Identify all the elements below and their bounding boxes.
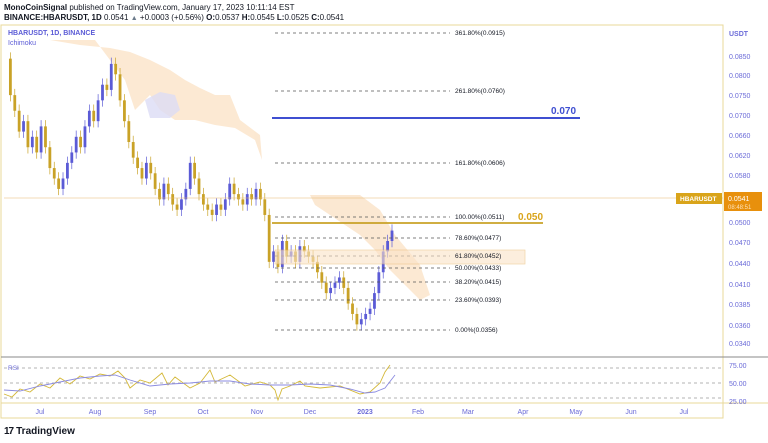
svg-text:361.80%(0.0915): 361.80%(0.0915) [455, 30, 505, 37]
svg-text:161.80%(0.0606): 161.80%(0.0606) [455, 160, 505, 167]
close-label: C: [311, 13, 320, 22]
time-axis[interactable]: Jul Aug Sep Oct Nov Dec 2023 Feb Mar Apr… [36, 409, 689, 416]
svg-text:75.00: 75.00 [729, 363, 747, 370]
legend-indicator-ichimoku[interactable]: Ichimoku [8, 40, 36, 47]
tradingview-brand[interactable]: 17 TradingView [4, 426, 75, 437]
svg-text:Feb: Feb [412, 409, 424, 416]
svg-text:261.80%(0.0760): 261.80%(0.0760) [455, 88, 505, 95]
open-label: O: [206, 13, 216, 22]
tradingview-wordmark: TradingView [16, 426, 75, 437]
svg-text:0.0360: 0.0360 [729, 323, 751, 330]
symbol-full: BINANCE:HBARUSDT, 1D [4, 13, 102, 22]
svg-text:0.0500: 0.0500 [729, 220, 751, 227]
rsi-line [3, 364, 391, 402]
symbol-ohlc-bar: BINANCE:HBARUSDT, 1D 0.0541 ▲ +0.0003 (+… [4, 13, 344, 22]
current-price-badge [724, 192, 762, 211]
svg-text:0.0620: 0.0620 [729, 153, 751, 160]
close-value: 0.0541 [319, 13, 345, 22]
svg-text:Sep: Sep [144, 409, 157, 416]
rsi-axis[interactable]: 75.00 50.00 25.00 [729, 363, 747, 406]
svg-text:Jul: Jul [680, 409, 689, 416]
svg-text:Apr: Apr [518, 409, 530, 416]
fib-618-zone [274, 249, 526, 265]
svg-text:Oct: Oct [198, 409, 209, 416]
high-value: 0.0545 [250, 13, 275, 22]
svg-text:50.00%(0.0433): 50.00%(0.0433) [455, 265, 501, 272]
legend-bg [4, 27, 269, 36]
svg-text:Aug: Aug [89, 409, 102, 416]
svg-text:100.00%(0.0511): 100.00%(0.0511) [455, 214, 504, 221]
change-value: +0.0003 (+0.56%) [139, 13, 204, 22]
low-label: L: [276, 13, 285, 22]
svg-text:78.60%(0.0477): 78.60%(0.0477) [455, 235, 501, 242]
change-arrow-icon: ▲ [130, 15, 138, 22]
svg-text:Jul: Jul [36, 409, 45, 416]
svg-text:50.00: 50.00 [729, 381, 747, 388]
svg-text:23.60%(0.0393): 23.60%(0.0393) [455, 297, 501, 304]
open-value: 0.0537 [215, 13, 240, 22]
target-label-0070: 0.070 [551, 106, 576, 117]
svg-text:0.0410: 0.0410 [729, 282, 751, 289]
svg-text:0.0470: 0.0470 [729, 240, 751, 247]
symbol-tag-label: HBARUSDT [680, 196, 717, 203]
svg-text:61.80%(0.0452): 61.80%(0.0452) [455, 253, 501, 260]
current-price-value: 0.0541 [728, 196, 750, 203]
tradingview-logo-icon: 17 [4, 426, 14, 437]
svg-text:Dec: Dec [304, 409, 317, 416]
legend-rsi[interactable]: RSI [8, 365, 19, 372]
high-label: H: [241, 13, 251, 22]
fib-labels: 361.80%(0.0915) 261.80%(0.0760) 161.80%(… [455, 30, 505, 334]
ichimoku-cloud-bull [145, 92, 180, 118]
target-label-0050: 0.050 [518, 212, 543, 223]
svg-text:0.0700: 0.0700 [729, 113, 751, 120]
svg-text:0.0340: 0.0340 [729, 341, 751, 348]
price-candles [8, 52, 394, 331]
svg-text:0.0660: 0.0660 [729, 133, 751, 140]
svg-text:USDT: USDT [729, 31, 749, 38]
low-value: 0.0525 [284, 13, 309, 22]
svg-text:0.0385: 0.0385 [729, 302, 751, 309]
svg-text:Nov: Nov [251, 409, 264, 416]
symbol-price-tag [676, 193, 722, 204]
svg-text:0.0580: 0.0580 [729, 173, 751, 180]
publisher-name[interactable]: MonoCoinSignal [4, 3, 68, 12]
svg-text:May: May [569, 409, 583, 416]
svg-text:0.0850: 0.0850 [729, 54, 751, 61]
last-price: 0.0541 [104, 13, 129, 22]
chart-area[interactable]: 361.80%(0.0915) 261.80%(0.0760) 161.80%(… [0, 24, 768, 420]
rsi-ma-line [3, 374, 396, 394]
svg-text:0.0750: 0.0750 [729, 93, 751, 100]
svg-text:25.00: 25.00 [729, 399, 747, 406]
svg-text:0.0440: 0.0440 [729, 261, 751, 268]
publish-text: published on TradingView.com, January 17… [69, 3, 295, 12]
svg-text:2023: 2023 [357, 409, 373, 416]
legend-symbol[interactable]: HBARUSDT, 1D, BINANCE [8, 30, 95, 37]
bar-countdown: 08:48:51 [728, 205, 752, 211]
svg-text:38.20%(0.0415): 38.20%(0.0415) [455, 279, 501, 286]
price-axis[interactable]: USDT 0.0850 0.0800 0.0750 0.0700 0.0660 … [729, 31, 751, 348]
publish-info: MonoCoinSignal published on TradingView.… [4, 3, 295, 12]
svg-text:0.00%(0.0356): 0.00%(0.0356) [455, 327, 498, 334]
svg-text:0.0800: 0.0800 [729, 73, 751, 80]
svg-text:Jun: Jun [625, 409, 636, 416]
svg-text:Mar: Mar [462, 409, 475, 416]
